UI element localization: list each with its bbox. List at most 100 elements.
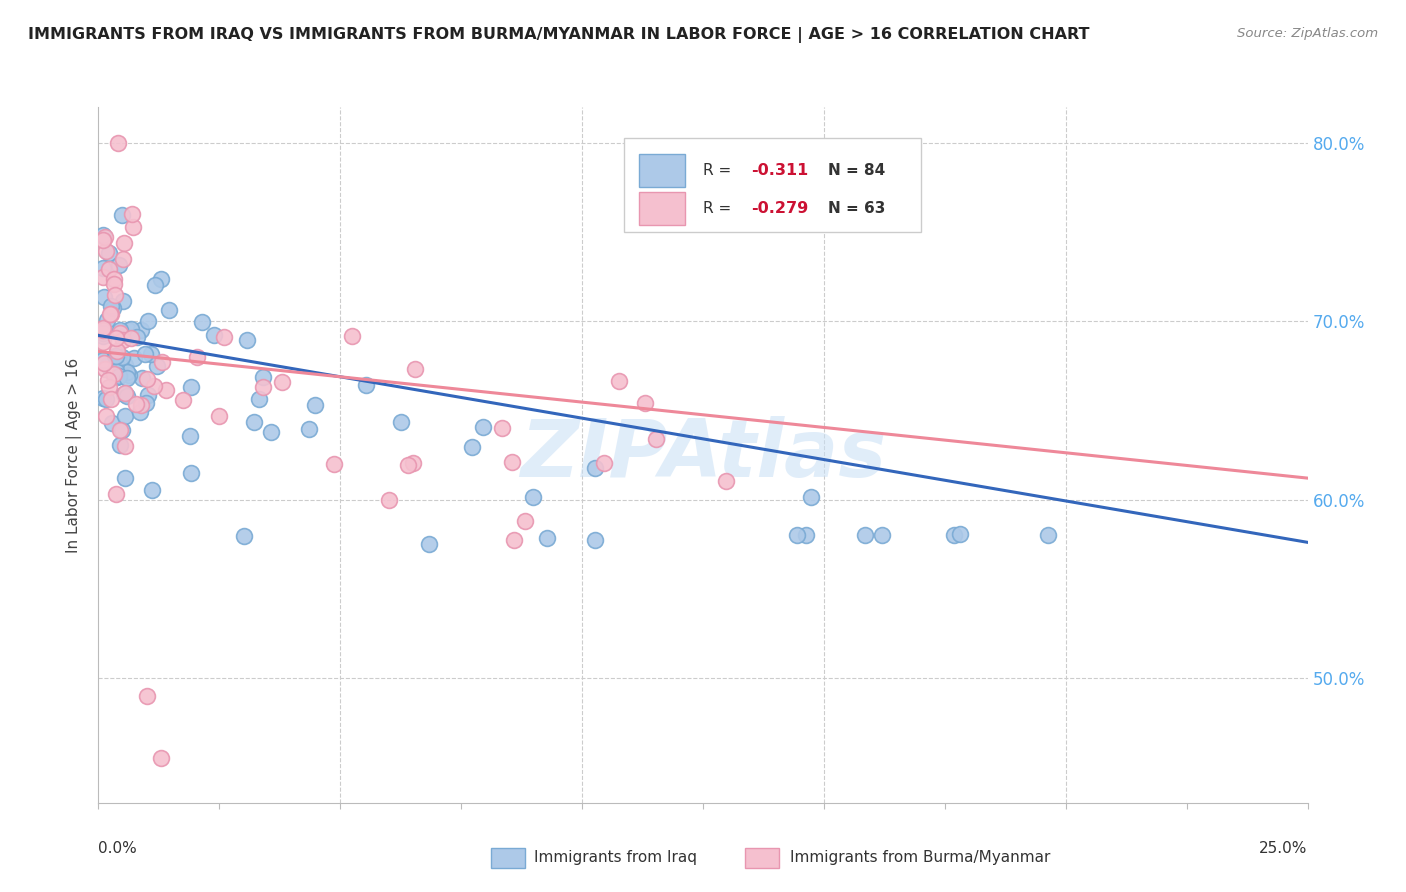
- Point: [150, 272, 173, 286]
- Text: Immigrants from Iraq: Immigrants from Iraq: [534, 850, 697, 865]
- Point: [100, 299, 122, 313]
- Point: [97, 358, 120, 372]
- Point: [471, 420, 494, 434]
- Point: [236, 333, 259, 347]
- Point: [252, 379, 274, 393]
- Point: [131, 370, 153, 384]
- Point: [252, 370, 274, 384]
- Point: [501, 454, 523, 468]
- Point: [800, 490, 823, 504]
- Point: [93, 229, 115, 244]
- Point: [396, 458, 419, 472]
- Point: [114, 471, 136, 485]
- Point: [111, 208, 134, 222]
- Point: [402, 456, 425, 470]
- Point: [271, 375, 294, 389]
- Point: [93, 355, 115, 369]
- Point: [191, 315, 214, 329]
- Point: [107, 136, 129, 150]
- Point: [141, 483, 163, 497]
- Text: -0.279: -0.279: [751, 201, 808, 216]
- Point: [91, 269, 114, 284]
- Point: [108, 323, 131, 337]
- Point: [100, 416, 122, 430]
- Point: [98, 380, 121, 394]
- Point: [179, 429, 201, 443]
- Text: N = 63: N = 63: [828, 201, 884, 216]
- Point: [644, 432, 666, 446]
- Point: [91, 329, 114, 343]
- Point: [114, 358, 136, 372]
- Text: Source: ZipAtlas.com: Source: ZipAtlas.com: [1237, 27, 1378, 40]
- Point: [491, 421, 513, 435]
- Point: [94, 392, 117, 406]
- Point: [115, 371, 138, 385]
- Point: [583, 533, 606, 547]
- Point: [354, 378, 377, 392]
- Point: [247, 392, 270, 407]
- Point: [297, 422, 319, 436]
- Point: [91, 391, 114, 405]
- Point: [122, 220, 145, 235]
- Point: [94, 409, 117, 424]
- Point: [136, 388, 159, 402]
- Point: [112, 387, 135, 401]
- Point: [536, 531, 558, 545]
- Point: [91, 326, 114, 340]
- Point: [143, 379, 166, 393]
- Point: [111, 334, 134, 348]
- Point: [714, 474, 737, 488]
- Point: [513, 514, 536, 528]
- Point: [461, 440, 484, 454]
- Point: [118, 368, 141, 382]
- Point: [340, 329, 363, 343]
- Point: [108, 326, 131, 340]
- Point: [139, 347, 162, 361]
- Point: [418, 536, 440, 550]
- Point: [870, 528, 893, 542]
- Point: [91, 321, 114, 335]
- Point: [100, 307, 122, 321]
- Point: [404, 362, 426, 376]
- Point: [502, 533, 524, 547]
- Point: [105, 344, 128, 359]
- Point: [91, 228, 114, 243]
- Point: [91, 233, 114, 247]
- Text: ZIPAtlas: ZIPAtlas: [520, 416, 886, 494]
- Point: [105, 331, 128, 345]
- Point: [322, 458, 344, 472]
- Point: [150, 751, 173, 765]
- FancyBboxPatch shape: [638, 192, 685, 226]
- Point: [943, 528, 966, 542]
- Point: [97, 373, 120, 387]
- Point: [186, 350, 208, 364]
- Point: [143, 278, 166, 293]
- Point: [129, 323, 152, 337]
- Point: [108, 258, 131, 272]
- Point: [853, 528, 876, 542]
- Point: [212, 330, 235, 344]
- Point: [121, 207, 143, 221]
- Point: [120, 331, 142, 345]
- FancyBboxPatch shape: [624, 138, 921, 232]
- Point: [96, 244, 118, 258]
- Point: [96, 312, 118, 326]
- Text: IMMIGRANTS FROM IRAQ VS IMMIGRANTS FROM BURMA/MYANMAR IN LABOR FORCE | AGE > 16 : IMMIGRANTS FROM IRAQ VS IMMIGRANTS FROM …: [28, 27, 1090, 43]
- FancyBboxPatch shape: [745, 848, 779, 868]
- Point: [180, 380, 202, 394]
- Point: [129, 398, 152, 412]
- Text: 0.0%: 0.0%: [98, 841, 138, 856]
- Point: [100, 306, 122, 320]
- Y-axis label: In Labor Force | Age > 16: In Labor Force | Age > 16: [66, 358, 83, 552]
- Text: R =: R =: [703, 163, 731, 178]
- Point: [94, 362, 117, 376]
- Point: [110, 357, 132, 371]
- Point: [103, 272, 125, 286]
- FancyBboxPatch shape: [638, 153, 685, 187]
- FancyBboxPatch shape: [492, 848, 526, 868]
- Point: [134, 347, 156, 361]
- Point: [114, 409, 136, 423]
- Point: [794, 528, 817, 542]
- Point: [304, 398, 326, 412]
- Point: [105, 349, 128, 363]
